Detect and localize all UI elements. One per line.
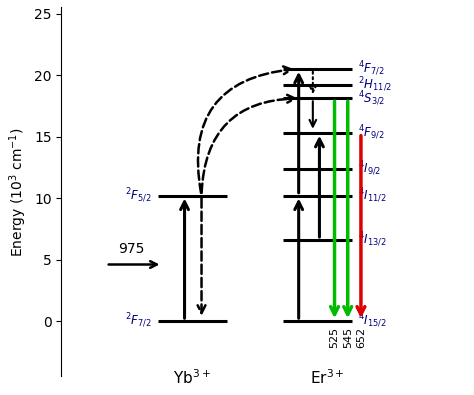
Text: 975: 975: [118, 242, 145, 256]
FancyArrowPatch shape: [201, 95, 295, 193]
Text: 525: 525: [329, 327, 339, 348]
Text: $^4I_{13/2}$: $^4I_{13/2}$: [358, 231, 386, 249]
Text: Er$^{3+}$: Er$^{3+}$: [310, 368, 344, 387]
Text: $^4S_{3/2}$: $^4S_{3/2}$: [358, 89, 385, 107]
Text: 652: 652: [356, 327, 366, 348]
Y-axis label: Energy ($10^3$ cm$^{-1}$): Energy ($10^3$ cm$^{-1}$): [7, 127, 28, 257]
Text: $^4F_{7/2}$: $^4F_{7/2}$: [358, 60, 384, 78]
Text: Yb$^{3+}$: Yb$^{3+}$: [173, 368, 211, 387]
Text: $^2H_{11/2}$: $^2H_{11/2}$: [358, 76, 392, 94]
Text: $^4I_{15/2}$: $^4I_{15/2}$: [358, 312, 386, 330]
FancyArrowPatch shape: [198, 66, 291, 193]
Text: $^2F_{7/2}$: $^2F_{7/2}$: [125, 312, 152, 330]
Text: 545: 545: [343, 327, 353, 348]
Text: $^2F_{5/2}$: $^2F_{5/2}$: [125, 186, 152, 205]
Text: $^4I_{11/2}$: $^4I_{11/2}$: [358, 186, 386, 205]
Text: $^4F_{9/2}$: $^4F_{9/2}$: [358, 124, 384, 142]
Text: $^4I_{9/2}$: $^4I_{9/2}$: [358, 160, 381, 178]
